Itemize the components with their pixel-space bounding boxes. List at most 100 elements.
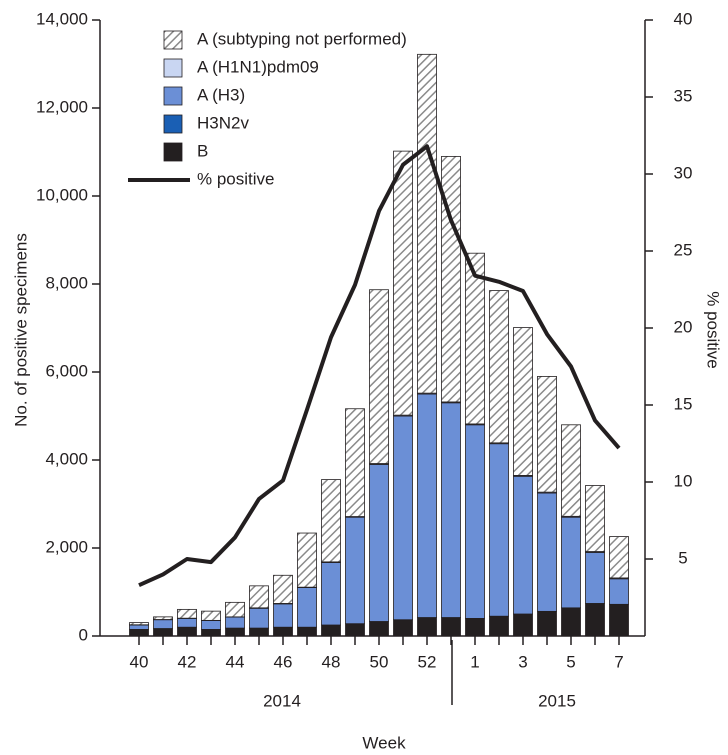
bar-segment [345,623,365,637]
bar-segment [177,618,197,628]
bar-segment [393,150,413,416]
y-tick-label: 12,000 [36,97,88,116]
bar-segment [249,627,269,637]
bar-segment [297,587,317,628]
bar-segment [153,616,173,620]
y2-tick-label: 10 [674,471,693,490]
x-axis-title: Week [362,733,406,752]
bar-segment [561,516,581,609]
bar-segment [489,443,509,617]
bar-segment [297,532,317,588]
bar-segment [609,536,629,579]
bar-segment [465,424,485,619]
bar-segment [345,516,365,625]
bar-segment [537,375,557,493]
bar-segment [129,629,149,637]
legend-swatch [163,58,183,78]
y2-tick-label: 15 [674,394,693,413]
bar-segment [537,492,557,612]
bar-segment [369,463,389,622]
bar-segment [369,621,389,637]
bar-segment [441,402,461,618]
y-tick-label: 0 [79,625,88,644]
legend-swatch [163,114,183,134]
bar-segment [513,475,533,615]
y2-tick-label: 20 [674,317,693,336]
y2-tick-label: 30 [674,163,693,182]
bar-segment [393,415,413,621]
legend-label: A (subtyping not performed) [197,29,407,48]
bar-segment [321,624,341,637]
legend-label: A (H1N1)pdm09 [197,57,319,76]
bar-segment [441,155,461,403]
bar-segment [417,617,437,637]
y2-tick-label: 35 [674,86,693,105]
y2-tick-label: 25 [674,240,693,259]
bar-segment [489,615,509,637]
bar-segment [249,585,269,609]
legend-swatch [163,86,183,106]
bar-segment [465,618,485,637]
bar-segment [321,479,341,563]
bar-segment [369,289,389,464]
x-tick-label: 50 [370,652,389,671]
bar-segment [153,628,173,637]
bar-segment [225,601,245,618]
bar-segment [489,290,509,444]
legend-label: H3N2v [197,113,249,132]
legend-label: % positive [197,169,274,188]
bar-segment [225,616,245,629]
bar-segment [129,622,149,626]
y-axis-title: No. of positive specimens [11,233,30,427]
y2-tick-label: 5 [678,548,687,567]
x-tick-label: 52 [418,652,437,671]
year-label: 2015 [538,691,576,710]
bar-segment [513,613,533,637]
y2-axis-title: % positive [704,291,723,368]
x-tick-label: 3 [518,652,527,671]
legend-label: B [197,141,208,160]
y-tick-label: 2,000 [45,537,88,556]
x-tick-label: 42 [178,652,197,671]
legend-label: A (H3) [197,85,245,104]
bar-segment [561,607,581,637]
bar-segment [465,252,485,425]
x-tick-label: 48 [322,652,341,671]
legend-swatch [163,30,183,50]
bar-segment [177,626,197,637]
bar-segment [273,603,293,628]
y-tick-label: 10,000 [36,185,88,204]
x-tick-label: 1 [470,652,479,671]
legend-swatch [163,142,183,162]
bar-segment [201,610,221,621]
y-tick-label: 4,000 [45,449,88,468]
bar-segment [153,619,173,629]
bar-segment [321,562,341,626]
bar-segment [561,424,581,517]
bar-segment [393,619,413,637]
x-tick-label: 40 [130,652,149,671]
bar-segment [585,552,605,604]
y-tick-label: 8,000 [45,273,88,292]
bar-segment [585,603,605,637]
line-series [138,144,621,588]
bar-segment [609,578,629,605]
bar-segment [513,327,533,476]
bar-segment [345,408,365,517]
bar-segment [249,607,269,629]
bar-segment [129,624,149,630]
x-tick-label: 5 [566,652,575,671]
bar-segment [177,608,197,619]
bar-segment [297,626,317,637]
bar-segment [201,629,221,637]
bar-segment [585,485,605,552]
bar-segment [225,627,245,637]
bar-segment [537,610,557,637]
bar-segment [417,53,437,394]
bar-segment [273,626,293,637]
bar-segment [441,617,461,637]
x-tick-label: 46 [274,652,293,671]
x-tick-label: 44 [226,652,245,671]
bar-segment [609,603,629,637]
